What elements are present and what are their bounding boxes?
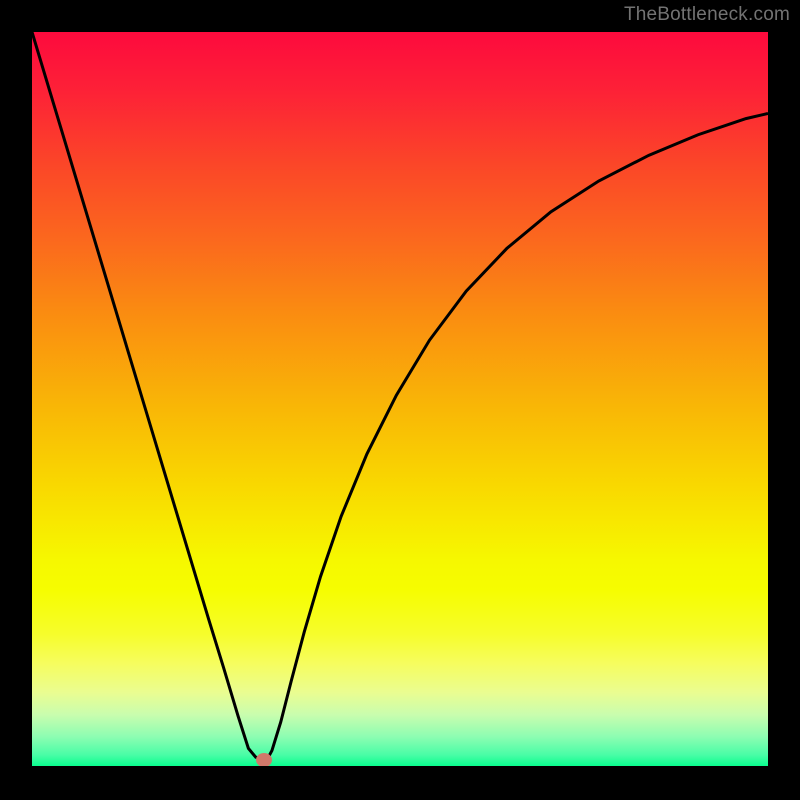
target-marker [256, 753, 272, 766]
watermark: TheBottleneck.com [624, 4, 790, 26]
plot-area [32, 32, 768, 766]
chart-frame: TheBottleneck.com [0, 0, 800, 800]
bottleneck-curve [32, 32, 768, 766]
